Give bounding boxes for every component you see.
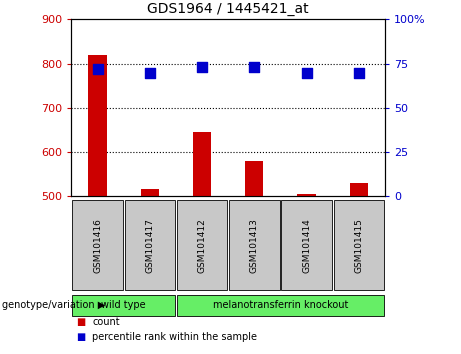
Bar <box>89 55 106 196</box>
Bar <box>281 200 332 290</box>
Bar <box>141 189 159 196</box>
Bar <box>124 200 175 290</box>
Bar <box>72 200 123 290</box>
Text: wild type: wild type <box>101 300 146 310</box>
Text: ■: ■ <box>76 318 85 327</box>
Title: GDS1964 / 1445421_at: GDS1964 / 1445421_at <box>148 2 309 16</box>
Bar <box>297 194 316 196</box>
Bar <box>349 183 368 196</box>
Text: percentile rank within the sample: percentile rank within the sample <box>92 332 257 342</box>
Point <box>146 70 154 75</box>
Bar <box>72 295 175 316</box>
Bar <box>177 295 384 316</box>
Bar <box>245 161 264 196</box>
Text: GSM101413: GSM101413 <box>250 218 259 273</box>
Text: genotype/variation ▶: genotype/variation ▶ <box>2 300 106 310</box>
Text: ■: ■ <box>76 332 85 342</box>
Text: GSM101412: GSM101412 <box>198 218 207 273</box>
Bar <box>229 200 279 290</box>
Text: GSM101415: GSM101415 <box>355 218 363 273</box>
Point <box>355 70 362 75</box>
Point <box>198 64 206 70</box>
Bar <box>177 200 227 290</box>
Bar <box>334 200 384 290</box>
Point <box>251 64 258 70</box>
Point <box>303 70 310 75</box>
Point <box>94 66 101 72</box>
Text: GSM101414: GSM101414 <box>302 218 311 273</box>
Text: count: count <box>92 318 120 327</box>
Bar <box>193 132 211 196</box>
Text: GSM101417: GSM101417 <box>145 218 154 273</box>
Text: melanotransferrin knockout: melanotransferrin knockout <box>213 300 348 310</box>
Text: GSM101416: GSM101416 <box>93 218 102 273</box>
